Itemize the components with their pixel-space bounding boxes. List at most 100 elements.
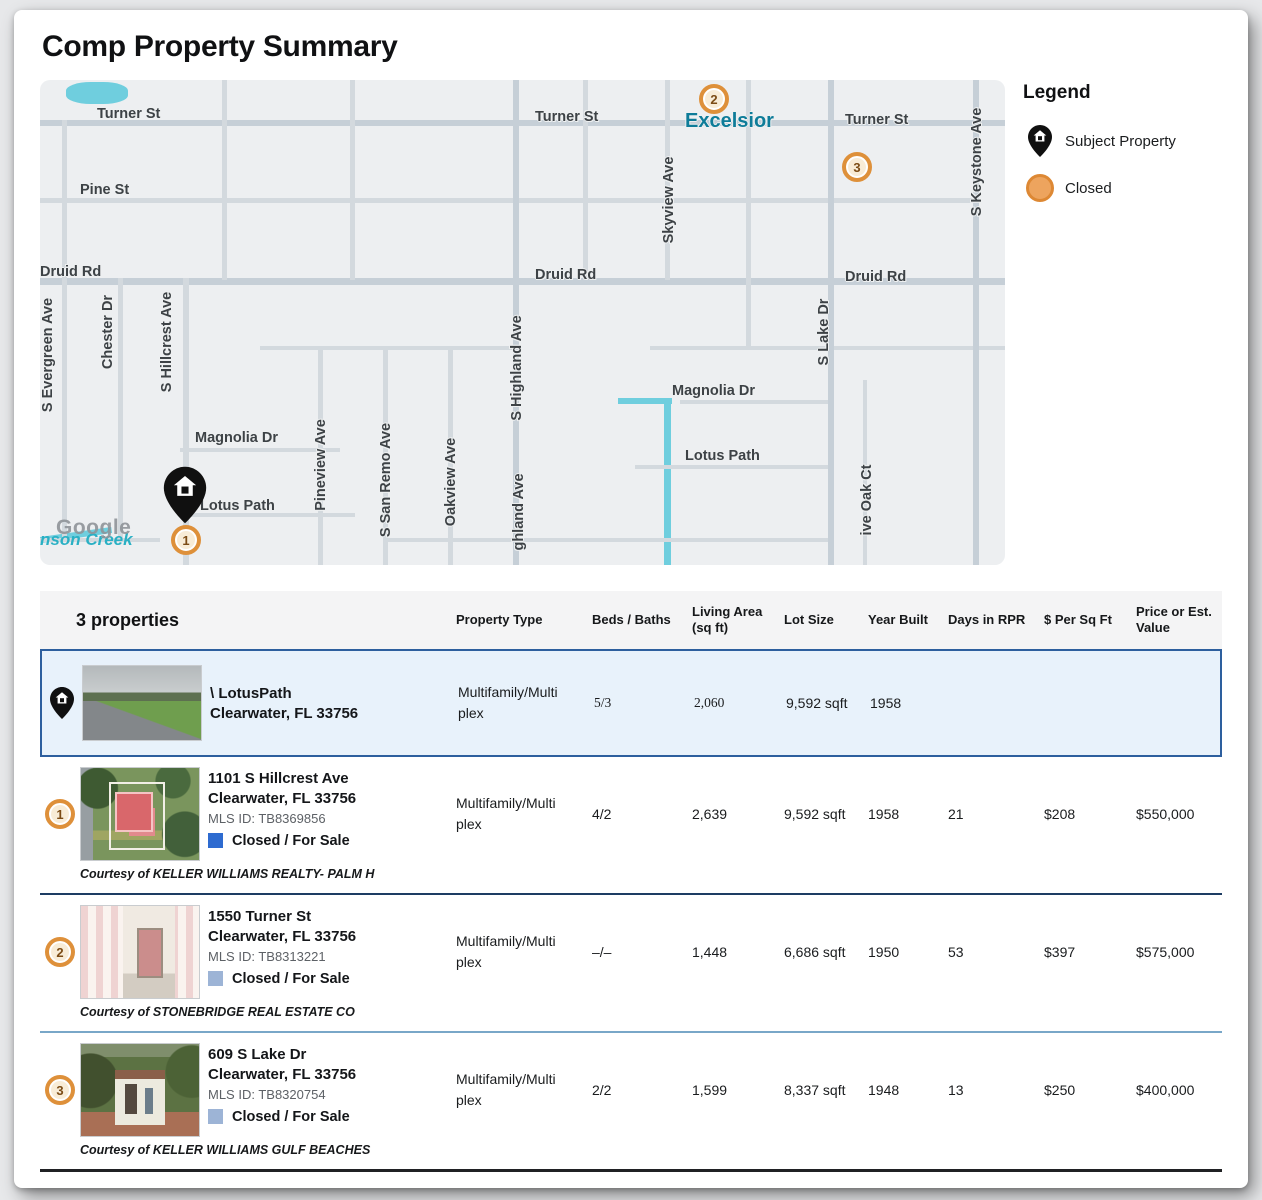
col-price: Price or Est. Value bbox=[1136, 603, 1212, 635]
comp-property-type: Multifamily/Multi plex bbox=[456, 795, 556, 832]
map-road bbox=[448, 346, 453, 565]
map-road bbox=[863, 380, 867, 565]
legend-item-label: Closed bbox=[1065, 179, 1112, 197]
map-creek bbox=[664, 398, 671, 565]
google-logo[interactable]: Google bbox=[56, 516, 132, 539]
status-badge: Closed / For Sale bbox=[232, 1108, 350, 1125]
courtesy-text: Courtesy of KELLER WILLIAMS REALTY- PALM… bbox=[80, 867, 375, 881]
street-label: S Evergreen Ave bbox=[40, 297, 56, 413]
map-road bbox=[118, 278, 123, 540]
table-row[interactable]: 3 609 S Lake Dr Clearwater, FL 33756 MLS… bbox=[40, 1033, 1222, 1169]
map-road bbox=[513, 80, 519, 565]
closed-circle-icon bbox=[1023, 174, 1057, 202]
comp-living-area: 2,639 bbox=[692, 805, 728, 822]
comp-property-type: Multifamily/Multi plex bbox=[456, 933, 556, 970]
courtesy-text: Courtesy of STONEBRIDGE REAL ESTATE CO bbox=[80, 1005, 355, 1019]
map-legend: Legend Subject Property Closed bbox=[1023, 80, 1176, 218]
subject-address: \ LotusPath bbox=[210, 685, 292, 703]
map-road bbox=[40, 120, 1005, 126]
comp-price-per-sqft: $397 bbox=[1044, 943, 1076, 960]
legend-item-closed: Closed bbox=[1023, 174, 1176, 202]
mls-id: MLS ID: TB8369856 bbox=[208, 810, 326, 826]
map-road bbox=[350, 80, 355, 280]
row-divider bbox=[40, 1031, 1222, 1033]
map-road bbox=[385, 538, 831, 542]
street-label: Druid Rd bbox=[535, 267, 597, 283]
comp-beds-baths: 2/2 bbox=[592, 1081, 612, 1098]
comp-number-badge: 1 bbox=[45, 799, 75, 829]
map-road bbox=[383, 346, 388, 565]
col-living-area: Living Area (sq ft) bbox=[692, 603, 763, 635]
table-header: 3 properties Property Type Beds / Baths … bbox=[40, 591, 1222, 649]
map-road bbox=[973, 80, 979, 565]
street-label: Skyview Ave bbox=[661, 156, 677, 244]
comp-city: Clearwater, FL 33756 bbox=[208, 1065, 357, 1083]
col-price-per-sqft: $ Per Sq Ft bbox=[1044, 611, 1112, 627]
map-road bbox=[180, 448, 340, 452]
courtesy-text: Courtesy of KELLER WILLIAMS GULF BEACHES bbox=[80, 1143, 371, 1157]
col-lot-size: Lot Size bbox=[784, 611, 834, 627]
street-label: Chester Dr bbox=[100, 294, 116, 370]
street-label: Turner St bbox=[845, 112, 909, 128]
map-road bbox=[183, 278, 189, 565]
map-road bbox=[680, 400, 830, 404]
property-photo[interactable] bbox=[82, 665, 202, 741]
legend-item-label: Subject Property bbox=[1065, 132, 1176, 150]
legend-item-subject: Subject Property bbox=[1023, 124, 1176, 158]
property-photo[interactable] bbox=[80, 905, 200, 999]
comp-beds-baths: 4/2 bbox=[592, 805, 612, 822]
comp-days-in-rpr: 21 bbox=[948, 805, 964, 822]
map-road bbox=[828, 80, 834, 565]
creek-label: nson Creek bbox=[40, 530, 133, 549]
comp-lot-size: 9,592 sqft bbox=[784, 805, 846, 822]
comp-year-built: 1950 bbox=[868, 943, 900, 960]
mls-id: MLS ID: TB8313221 bbox=[208, 948, 326, 964]
subject-city: Clearwater, FL 33756 bbox=[210, 705, 359, 722]
street-label: Turner St bbox=[535, 109, 599, 125]
mls-id: MLS ID: TB8320754 bbox=[208, 1086, 326, 1102]
comp-days-in-rpr: 53 bbox=[948, 943, 964, 960]
comp-number-badge: 3 bbox=[45, 1075, 75, 1105]
comp-year-built: 1958 bbox=[868, 805, 900, 822]
map-road bbox=[62, 120, 67, 540]
comp-city: Clearwater, FL 33756 bbox=[208, 789, 357, 807]
street-label: Magnolia Dr bbox=[672, 383, 755, 399]
street-label: S San Remo Ave bbox=[378, 422, 394, 538]
map-marker-1[interactable]: 1 bbox=[171, 525, 201, 555]
subject-year-built: 1958 bbox=[870, 694, 902, 711]
subject-property-type: Multifamily/Multi plex bbox=[458, 684, 558, 721]
subject-property-row[interactable]: \ LotusPath Clearwater, FL 33756 Multifa… bbox=[40, 649, 1222, 757]
comp-living-area: 1,448 bbox=[692, 943, 728, 960]
map-section: Turner St Turner St Turner St Pine St Dr… bbox=[40, 80, 1222, 565]
property-photo[interactable] bbox=[80, 1043, 200, 1137]
closed-status-icon bbox=[208, 1109, 223, 1125]
map-marker-3[interactable]: 3 bbox=[842, 152, 872, 182]
subject-pin-icon bbox=[1023, 124, 1057, 158]
street-label: Oakview Ave bbox=[443, 437, 459, 527]
map-road bbox=[318, 346, 323, 565]
table-row[interactable]: 1 1101 S Hillcrest Ave Clearwater, FL 33… bbox=[40, 757, 1222, 893]
property-photo[interactable] bbox=[80, 767, 200, 861]
comp-price: $550,000 bbox=[1136, 805, 1195, 822]
comp-address: 1550 Turner St bbox=[208, 908, 312, 925]
map-road bbox=[40, 278, 1005, 285]
comp-lot-size: 8,337 sqft bbox=[784, 1081, 846, 1098]
table-row[interactable]: 2 1550 Turner St Clearwater, FL 33756 ML… bbox=[40, 895, 1222, 1031]
map-road bbox=[746, 80, 751, 346]
map-road bbox=[40, 538, 160, 542]
comp-living-area: 1,599 bbox=[692, 1081, 728, 1098]
comp-address: 609 S Lake Dr bbox=[208, 1046, 307, 1063]
map-road bbox=[222, 80, 227, 280]
map-marker-2[interactable]: 2 bbox=[699, 84, 729, 114]
map-creek bbox=[618, 398, 672, 404]
comp-property-type: Multifamily/Multi plex bbox=[456, 1071, 556, 1108]
comp-beds-baths: –/– bbox=[592, 943, 612, 960]
subject-pin-icon bbox=[42, 686, 82, 720]
subject-lot-size: 9,592 sqft bbox=[786, 694, 848, 711]
comp-price: $575,000 bbox=[1136, 943, 1195, 960]
subject-pin-icon[interactable] bbox=[162, 465, 208, 525]
street-label: S Highland Ave bbox=[509, 315, 525, 421]
map-road bbox=[650, 346, 1005, 350]
map[interactable]: Turner St Turner St Turner St Pine St Dr… bbox=[40, 80, 1005, 565]
street-label: Lotus Path bbox=[200, 498, 275, 514]
